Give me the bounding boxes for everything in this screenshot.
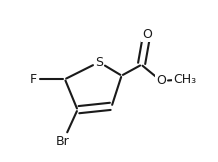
Text: F: F [30,73,37,86]
Text: S: S [95,56,103,69]
Text: O: O [156,75,166,87]
Text: O: O [142,28,152,41]
Text: CH₃: CH₃ [173,73,196,86]
Text: Br: Br [56,135,70,148]
